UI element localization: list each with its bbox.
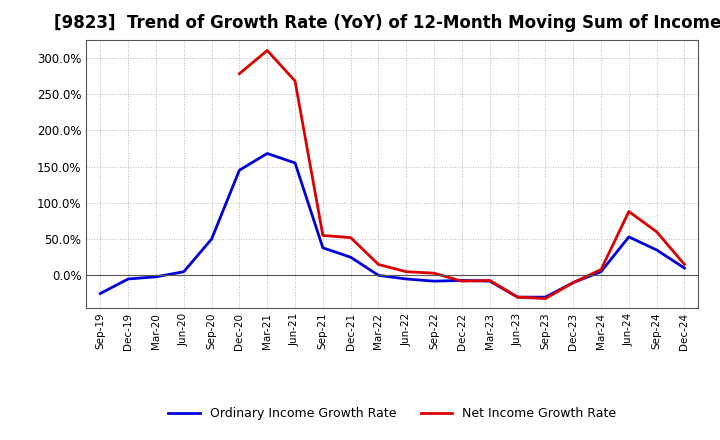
Line: Net Income Growth Rate: Net Income Growth Rate [239, 51, 685, 299]
Net Income Growth Rate [569, 280, 577, 285]
Net Income Growth Rate [318, 233, 327, 238]
Ordinary Income Growth Rate [624, 234, 633, 239]
Ordinary Income Growth Rate [541, 294, 550, 300]
Net Income Growth Rate [458, 279, 467, 284]
Ordinary Income Growth Rate [152, 274, 161, 279]
Net Income Growth Rate [235, 71, 243, 76]
Ordinary Income Growth Rate [680, 265, 689, 271]
Ordinary Income Growth Rate [179, 269, 188, 275]
Ordinary Income Growth Rate [318, 245, 327, 250]
Ordinary Income Growth Rate [96, 291, 104, 296]
Ordinary Income Growth Rate [652, 247, 661, 253]
Net Income Growth Rate [485, 278, 494, 283]
Ordinary Income Growth Rate [569, 280, 577, 285]
Net Income Growth Rate [430, 271, 438, 276]
Ordinary Income Growth Rate [430, 279, 438, 284]
Net Income Growth Rate [680, 262, 689, 267]
Ordinary Income Growth Rate [458, 278, 467, 283]
Ordinary Income Growth Rate [346, 255, 355, 260]
Net Income Growth Rate [374, 262, 383, 267]
Legend: Ordinary Income Growth Rate, Net Income Growth Rate: Ordinary Income Growth Rate, Net Income … [163, 402, 621, 425]
Net Income Growth Rate [346, 235, 355, 240]
Net Income Growth Rate [541, 296, 550, 301]
Net Income Growth Rate [513, 294, 522, 300]
Ordinary Income Growth Rate [207, 236, 216, 242]
Ordinary Income Growth Rate [263, 151, 271, 156]
Net Income Growth Rate [263, 48, 271, 53]
Ordinary Income Growth Rate [402, 276, 410, 282]
Ordinary Income Growth Rate [597, 269, 606, 275]
Ordinary Income Growth Rate [513, 294, 522, 300]
Ordinary Income Growth Rate [291, 160, 300, 165]
Net Income Growth Rate [652, 229, 661, 235]
Line: Ordinary Income Growth Rate: Ordinary Income Growth Rate [100, 154, 685, 297]
Ordinary Income Growth Rate [374, 273, 383, 278]
Ordinary Income Growth Rate [235, 168, 243, 173]
Net Income Growth Rate [291, 78, 300, 84]
Title: [9823]  Trend of Growth Rate (YoY) of 12-Month Moving Sum of Incomes: [9823] Trend of Growth Rate (YoY) of 12-… [54, 15, 720, 33]
Ordinary Income Growth Rate [124, 276, 132, 282]
Net Income Growth Rate [597, 267, 606, 272]
Net Income Growth Rate [624, 209, 633, 214]
Net Income Growth Rate [402, 269, 410, 275]
Ordinary Income Growth Rate [485, 279, 494, 284]
